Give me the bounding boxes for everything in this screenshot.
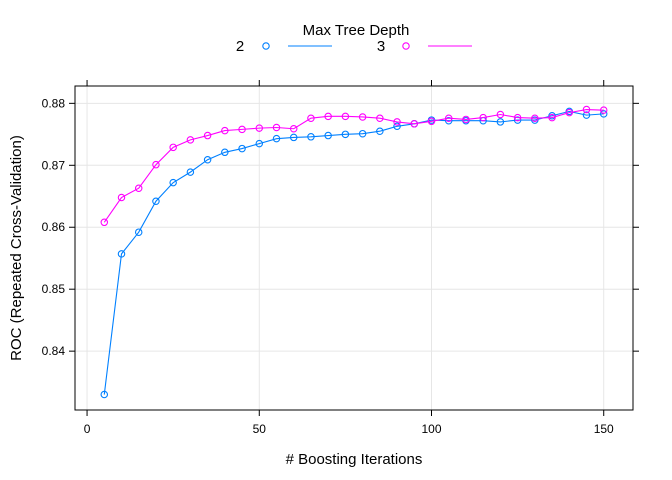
data-point	[169, 143, 177, 152]
legend-marker	[262, 42, 270, 50]
legend-label: 2	[236, 38, 244, 55]
y-tick-label: 0.88	[42, 96, 66, 110]
data-point	[513, 116, 522, 124]
data-point	[255, 124, 264, 132]
legend: Max Tree Depth 2 3	[236, 22, 472, 55]
x-tick-label: 150	[594, 422, 614, 436]
data-point	[221, 148, 229, 157]
data-point	[358, 113, 367, 121]
legend-title: Max Tree Depth	[303, 22, 410, 39]
data-point	[272, 123, 281, 132]
legend-item: 2	[236, 38, 332, 55]
data-point	[152, 160, 160, 169]
data-point	[513, 113, 522, 122]
data-point	[548, 113, 556, 122]
data-point	[599, 110, 608, 118]
y-axis-label: ROC (Repeated Cross-Validation)	[8, 135, 25, 361]
plot-series	[100, 105, 608, 399]
data-point	[117, 193, 126, 202]
data-point	[496, 110, 505, 119]
data-point	[496, 118, 505, 126]
legend-item: 3	[377, 38, 472, 55]
legend-marker	[402, 42, 410, 50]
data-point	[307, 114, 315, 122]
data-point	[531, 114, 539, 122]
y-tick-label: 0.85	[42, 282, 66, 296]
data-point	[393, 118, 401, 126]
x-tick-label: 100	[421, 422, 441, 436]
data-point	[100, 218, 109, 227]
data-point	[410, 120, 419, 128]
data-point	[324, 131, 332, 140]
y-tick-label: 0.87	[42, 158, 66, 172]
y-tick-label: 0.86	[42, 220, 66, 234]
plot-frame	[74, 85, 634, 411]
data-point	[186, 136, 195, 144]
data-point	[462, 115, 470, 124]
data-point	[341, 130, 350, 139]
x-tick-label: 50	[253, 422, 267, 436]
axes: 0 50 100 150 0.84 0.85 0.86 0.87 0.88	[42, 80, 639, 436]
data-point	[376, 114, 384, 122]
data-point	[238, 125, 246, 134]
data-point	[307, 133, 315, 141]
data-point	[376, 127, 384, 135]
x-tick-label: 0	[84, 422, 91, 436]
data-point	[444, 114, 453, 122]
data-point	[221, 126, 229, 135]
data-point	[479, 113, 487, 122]
data-point	[203, 131, 212, 140]
series-line	[103, 110, 604, 395]
data-point	[599, 106, 608, 114]
data-point	[565, 108, 574, 117]
data-point	[358, 129, 367, 138]
data-point	[582, 105, 591, 114]
data-point	[324, 112, 332, 121]
data-point	[582, 111, 591, 119]
data-point	[134, 184, 143, 192]
series-line	[103, 108, 604, 223]
data-point	[117, 250, 126, 258]
data-point	[341, 112, 350, 121]
data-point	[255, 139, 264, 148]
data-point	[444, 116, 453, 125]
x-axis-label: # Boosting Iterations	[286, 451, 423, 468]
y-tick-label: 0.84	[42, 344, 66, 358]
data-point	[427, 117, 436, 126]
series-2	[100, 107, 608, 399]
data-point	[272, 134, 281, 143]
data-point	[134, 228, 143, 236]
legend-label: 3	[377, 38, 385, 55]
data-point	[289, 133, 298, 142]
data-point	[238, 144, 246, 153]
data-point	[186, 168, 195, 176]
data-point	[393, 122, 401, 131]
data-point	[169, 178, 177, 187]
data-point	[152, 197, 160, 205]
data-point	[203, 155, 212, 164]
gridlines	[75, 86, 633, 410]
data-point	[100, 390, 109, 399]
data-point	[289, 124, 298, 133]
series-3	[100, 105, 608, 227]
